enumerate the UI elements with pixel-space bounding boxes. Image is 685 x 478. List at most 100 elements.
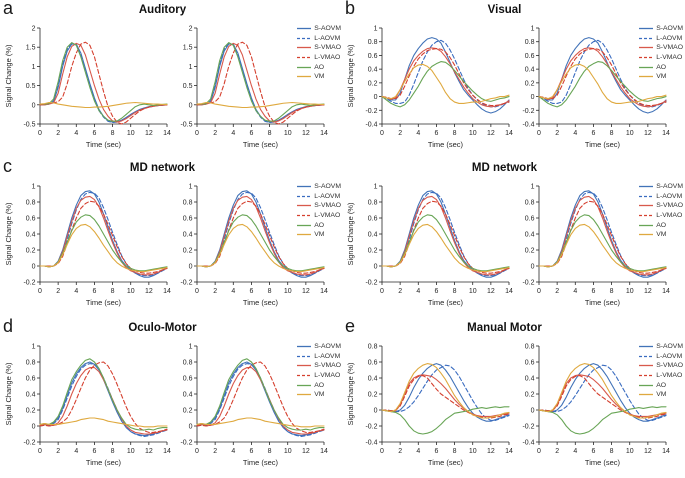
legend-label: AO <box>656 381 667 389</box>
y-tick-label: 0.2 <box>525 248 535 255</box>
y-tick-label: -0.2 <box>180 280 192 287</box>
legend-item: VM <box>639 230 683 240</box>
panel-title: Manual Motor <box>467 322 542 334</box>
series-line-vm <box>538 63 667 104</box>
legend-label: L-AOVM <box>314 352 341 360</box>
y-tick-label: 0 <box>374 264 378 271</box>
legend: S-AOVM L-AOVM S-VMAO L-VMAO AO VM <box>297 182 341 240</box>
x-tick-label: 8 <box>268 448 272 455</box>
series-line-s-vmao <box>39 367 168 435</box>
subplot-group: 0 2 4 6 8 10 12 14 -0.2 0 0.2 0.4 0.6 0.8 1 Time (sec) S… <box>2 334 330 478</box>
y-tick-label: 0.4 <box>525 67 535 74</box>
legend: S-AOVM L-AOVM S-VMAO L-VMAO AO VM <box>297 24 341 82</box>
x-tick-label: 10 <box>469 130 477 137</box>
y-tick-label: 0 <box>531 264 535 271</box>
x-tick-label: 0 <box>195 448 199 455</box>
x-tick-label: 10 <box>127 448 135 455</box>
legend-label: L-AOVM <box>314 192 341 200</box>
x-tick-label: 12 <box>644 288 652 295</box>
x-tick-label: 14 <box>505 130 513 137</box>
subplot-group: 0 2 4 6 8 10 12 14 -0.5 0 0.5 1 1.5 2 Time (sec) Signal… <box>2 16 330 166</box>
legend-line-icon <box>297 394 312 396</box>
y-tick-label: 0.6 <box>368 53 378 60</box>
legend-label: S-AOVM <box>656 343 683 351</box>
y-tick-label: 0.2 <box>183 248 193 255</box>
legend-item: L-VMAO <box>639 53 683 63</box>
panel-title: Visual <box>487 4 522 16</box>
x-tick-label: 12 <box>302 288 310 295</box>
x-tick-label: 2 <box>56 288 60 295</box>
legend-line-icon <box>639 346 654 348</box>
y-tick-label: -0.2 <box>365 424 377 431</box>
y-tick-label: 0.8 <box>525 344 535 351</box>
y-tick-label: 1 <box>531 26 535 33</box>
x-tick-label: 8 <box>268 130 272 137</box>
y-tick-label: 0.8 <box>368 39 378 46</box>
y-tick-label: 0 <box>189 264 193 271</box>
panel-c-right: MD network 0 2 4 6 8 10 12 14 -0.2 0 0.2 0.4 0.6 0.8 1 T… <box>342 158 684 318</box>
series-line-ao <box>381 214 510 272</box>
x-tick-label: 10 <box>626 288 634 295</box>
subplot-group: 0 2 4 6 8 10 12 14 -0.4 -0.2 0 0.2 0.4 0.6 0.8 Time (se… <box>344 334 672 478</box>
legend-label: VM <box>314 231 325 239</box>
legend-line-icon <box>297 365 312 367</box>
y-tick-label: 1 <box>32 184 36 191</box>
series-line-l-vmao <box>196 200 325 274</box>
legend-line-icon <box>639 66 654 68</box>
y-tick-label: 0.8 <box>183 200 193 207</box>
series-line-l-vmao <box>381 48 510 107</box>
legend-item: AO <box>639 220 683 230</box>
x-tick-label: 4 <box>74 130 78 137</box>
x-tick-label: 8 <box>111 448 115 455</box>
series-line-vm <box>196 101 325 109</box>
legend-item: VM <box>639 72 683 82</box>
legend-item: L-AOVM <box>639 192 683 202</box>
series-line-vm <box>196 223 325 273</box>
legend-item: VM <box>639 390 683 400</box>
y-tick-label: 0.6 <box>525 216 535 223</box>
series-line-l-aovm <box>39 42 168 124</box>
x-tick-label: 6 <box>591 288 595 295</box>
x-axis-label: Time (sec) <box>428 140 464 149</box>
axes <box>381 28 509 125</box>
x-tick-label: 12 <box>487 448 495 455</box>
x-tick-label: 8 <box>111 130 115 137</box>
y-tick-label: 0.8 <box>368 200 378 207</box>
x-tick-label: 4 <box>74 288 78 295</box>
axes <box>39 346 167 443</box>
x-tick-label: 6 <box>434 448 438 455</box>
x-tick-label: 10 <box>127 130 135 137</box>
legend-line-icon <box>297 374 312 377</box>
legend-item: S-VMAO <box>297 201 341 211</box>
series-line-vm <box>538 223 667 273</box>
x-axis-label: Time (sec) <box>243 298 279 307</box>
legend-label: AO <box>656 63 667 71</box>
x-axis-label: Time (sec) <box>428 298 464 307</box>
legend-label: L-VMAO <box>656 372 683 380</box>
legend-item: AO <box>297 380 341 390</box>
series-line-l-vmao <box>538 48 667 107</box>
legend-label: AO <box>314 381 325 389</box>
legend-label: S-AOVM <box>314 343 341 351</box>
figure-row: d Oculo-Motor 0 2 4 6 8 10 12 14 -0.2 0 0.2 0.4 0.6 0.8… <box>0 317 685 478</box>
series-line-l-vmao <box>39 361 168 433</box>
y-tick-label: 0.8 <box>183 360 193 367</box>
y-tick-label: -0.4 <box>522 440 534 447</box>
legend-line-icon <box>639 234 654 236</box>
series-line-vm <box>39 223 168 273</box>
x-tick-label: 4 <box>74 448 78 455</box>
legend-item: L-VMAO <box>639 211 683 221</box>
legend-item: L-AOVM <box>297 34 341 44</box>
legend-label: S-VMAO <box>314 362 341 370</box>
x-tick-label: 6 <box>92 130 96 137</box>
x-tick-label: 0 <box>380 130 384 137</box>
x-tick-label: 8 <box>610 288 614 295</box>
legend-line-icon <box>639 56 654 59</box>
panel-title: MD network <box>129 162 196 174</box>
legend-item: S-AOVM <box>639 342 683 352</box>
x-tick-label: 0 <box>38 288 42 295</box>
x-axis-label: Time (sec) <box>585 458 621 467</box>
x-tick-label: 14 <box>505 288 513 295</box>
legend-item: S-AOVM <box>639 24 683 34</box>
x-tick-label: 6 <box>249 448 253 455</box>
